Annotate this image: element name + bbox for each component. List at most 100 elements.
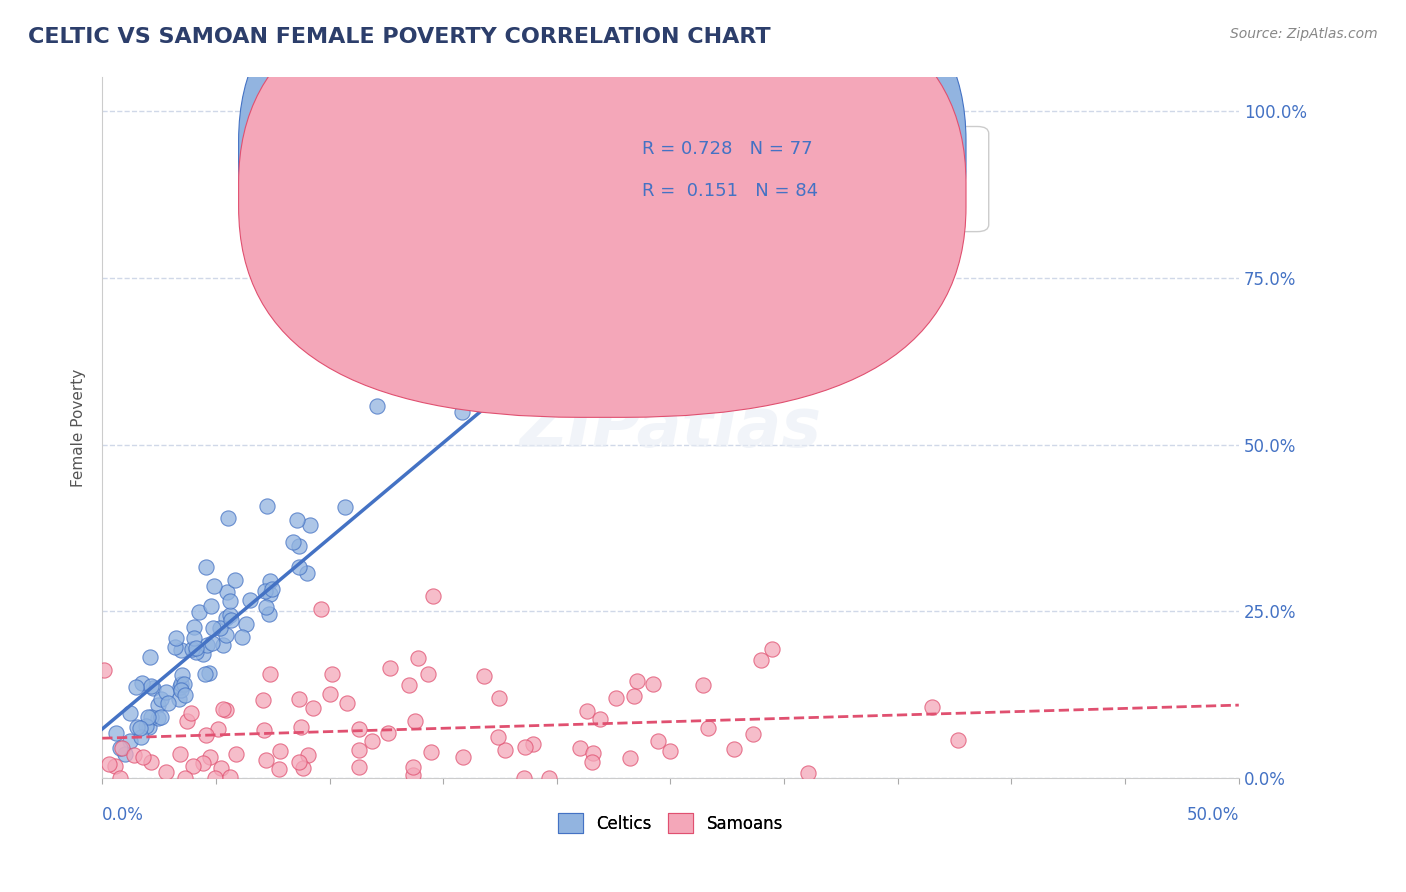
Text: Source: ZipAtlas.com: Source: ZipAtlas.com: [1230, 27, 1378, 41]
Samoans: [723, 742, 745, 756]
Celtics: [288, 539, 311, 553]
FancyBboxPatch shape: [239, 0, 966, 376]
Celtics: [259, 586, 281, 600]
Samoans: [207, 722, 229, 736]
Samoans: [641, 677, 664, 691]
Celtics: [366, 399, 388, 413]
Samoans: [347, 760, 370, 774]
Celtics: [191, 648, 214, 662]
Celtics: [124, 680, 146, 694]
Samoans: [697, 721, 720, 735]
Celtics: [235, 617, 257, 632]
Celtics: [139, 649, 162, 664]
Text: 0.0%: 0.0%: [103, 806, 143, 824]
Celtics: [114, 747, 136, 761]
Celtics: [262, 582, 284, 597]
Samoans: [214, 702, 236, 716]
Samoans: [252, 692, 274, 706]
Samoans: [195, 728, 218, 742]
Samoans: [347, 722, 370, 736]
Samoans: [93, 663, 115, 677]
Samoans: [155, 764, 177, 779]
Samoans: [336, 696, 359, 710]
Celtics: [139, 710, 162, 724]
Celtics: [256, 500, 278, 514]
Samoans: [225, 747, 247, 761]
Celtics: [118, 706, 141, 720]
Samoans: [380, 661, 402, 675]
Celtics: [180, 641, 202, 656]
Celtics: [163, 640, 186, 654]
Celtics: [217, 511, 239, 525]
Samoans: [647, 734, 669, 748]
Celtics: [129, 721, 152, 735]
Celtics: [195, 560, 218, 574]
Samoans: [269, 743, 291, 757]
Celtics: [155, 685, 177, 699]
Samoans: [212, 702, 235, 716]
Celtics: [131, 676, 153, 690]
Samoans: [576, 704, 599, 718]
Samoans: [582, 747, 605, 761]
Celtics: [174, 688, 197, 702]
Celtics: [142, 681, 165, 695]
Samoans: [309, 602, 332, 616]
Samoans: [619, 751, 641, 765]
Celtics: [299, 518, 322, 533]
Celtics: [184, 644, 207, 658]
Celtics: [194, 667, 217, 681]
Samoans: [209, 761, 232, 775]
Celtics: [333, 500, 356, 514]
Legend: Celtics, Samoans: Celtics, Samoans: [551, 806, 790, 840]
Celtics: [135, 719, 157, 733]
Y-axis label: Female Poverty: Female Poverty: [72, 368, 86, 487]
Celtics: [295, 566, 318, 580]
Celtics: [215, 611, 238, 625]
Celtics: [215, 584, 238, 599]
Samoans: [256, 753, 278, 767]
Celtics: [285, 513, 308, 527]
Samoans: [486, 730, 509, 744]
Celtics: [148, 698, 170, 712]
Samoans: [422, 590, 444, 604]
Samoans: [290, 720, 312, 734]
Samoans: [321, 666, 343, 681]
Celtics: [287, 559, 309, 574]
Samoans: [626, 673, 648, 688]
Samoans: [742, 727, 765, 741]
Samoans: [761, 642, 783, 657]
FancyBboxPatch shape: [557, 127, 988, 232]
Samoans: [198, 750, 221, 764]
Samoans: [288, 692, 311, 706]
Samoans: [297, 747, 319, 762]
Celtics: [125, 720, 148, 734]
Samoans: [191, 756, 214, 770]
Celtics: [165, 632, 187, 646]
Celtics: [167, 692, 190, 706]
Celtics: [209, 621, 232, 635]
Celtics: [214, 628, 236, 642]
Celtics: [105, 726, 128, 740]
Celtics: [129, 731, 152, 745]
Samoans: [494, 743, 516, 757]
Samoans: [416, 667, 439, 681]
Samoans: [538, 771, 561, 785]
Celtics: [169, 680, 191, 694]
Samoans: [420, 746, 443, 760]
Samoans: [659, 744, 682, 758]
Celtics: [146, 711, 169, 725]
Samoans: [751, 653, 773, 667]
Samoans: [204, 771, 226, 785]
Celtics: [231, 630, 253, 644]
Celtics: [170, 683, 193, 698]
Text: R =  0.151   N = 84: R = 0.151 N = 84: [643, 182, 818, 200]
Samoans: [522, 737, 544, 751]
Samoans: [488, 690, 510, 705]
Celtics: [150, 710, 173, 724]
Samoans: [589, 712, 612, 726]
Celtics: [141, 679, 163, 693]
Samoans: [406, 650, 429, 665]
Samoans: [513, 739, 536, 754]
Text: R = 0.728   N = 77: R = 0.728 N = 77: [643, 140, 813, 158]
Celtics: [118, 733, 141, 747]
